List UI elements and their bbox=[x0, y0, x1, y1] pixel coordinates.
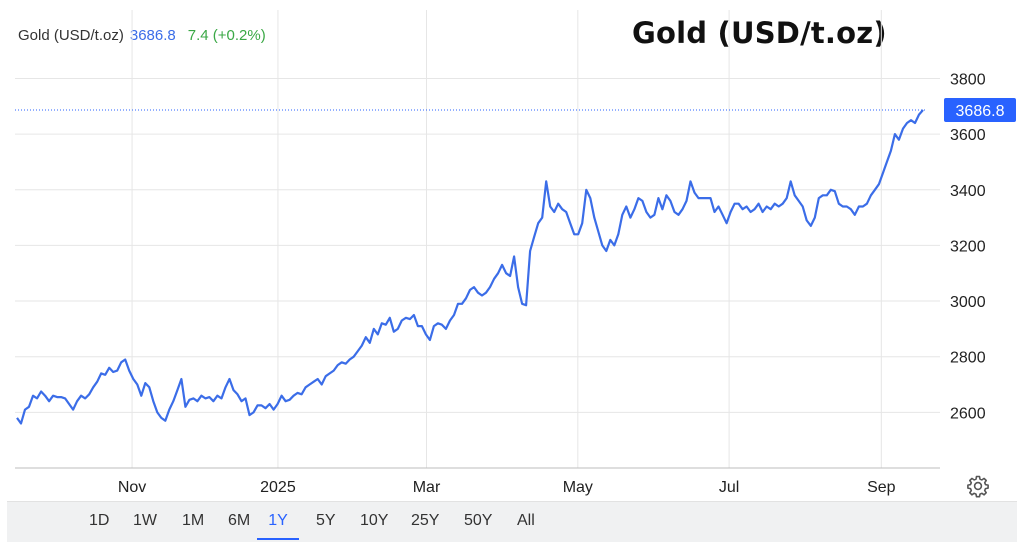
legend: Gold (USD/t.oz) 3686.8 7.4 (+0.2%) bbox=[18, 27, 266, 44]
range-button-1m[interactable]: 1M bbox=[182, 512, 205, 529]
y-axis-ticks: 2600 2800 3000 3200 3400 3600 3800 bbox=[950, 71, 986, 422]
y-tick-label: 3800 bbox=[950, 71, 986, 88]
range-button-10y[interactable]: 10Y bbox=[360, 512, 389, 529]
chart-title: Gold (USD/t.oz) bbox=[632, 16, 887, 50]
x-tick-label: May bbox=[563, 479, 593, 496]
gear-icon[interactable] bbox=[966, 474, 990, 498]
x-tick-label: Mar bbox=[413, 479, 441, 496]
y-tick-label: 3000 bbox=[950, 294, 986, 311]
range-button-50y[interactable]: 50Y bbox=[464, 512, 493, 529]
x-tick-label: Nov bbox=[118, 479, 146, 496]
range-button-6m[interactable]: 6M bbox=[228, 512, 251, 529]
range-button-1w[interactable]: 1W bbox=[133, 512, 157, 529]
svg-text:3686.8: 3686.8 bbox=[956, 103, 1005, 120]
range-button-1y[interactable]: 1Y bbox=[257, 502, 299, 540]
settings-button[interactable] bbox=[966, 474, 990, 498]
price-badge: 3686.8 bbox=[944, 97, 1016, 122]
y-tick-label: 3400 bbox=[950, 183, 986, 200]
grid-lines bbox=[15, 10, 940, 468]
range-button-all[interactable]: All bbox=[517, 512, 535, 529]
legend-price: 3686.8 bbox=[129, 27, 176, 44]
range-button-5y[interactable]: 5Y bbox=[316, 512, 336, 529]
y-tick-label: 3200 bbox=[950, 238, 986, 255]
gold-price-line bbox=[16, 109, 924, 425]
range-toolbar: 1D 1W 1M 6M 1Y 5Y 10Y 25Y 50Y All bbox=[7, 501, 1017, 542]
x-tick-label: 2025 bbox=[260, 479, 296, 496]
legend-change: 7.4 (+0.2%) bbox=[187, 27, 266, 44]
y-tick-label: 3600 bbox=[950, 127, 986, 144]
x-tick-label: Jul bbox=[719, 479, 739, 496]
y-tick-label: 2800 bbox=[950, 350, 986, 367]
x-axis-ticks: Nov 2025 Mar May Jul Sep bbox=[118, 479, 896, 496]
range-button-1d[interactable]: 1D bbox=[89, 512, 110, 529]
x-tick-label: Sep bbox=[867, 479, 896, 496]
range-button-25y[interactable]: 25Y bbox=[411, 512, 440, 529]
legend-symbol: Gold (USD/t.oz) bbox=[18, 27, 124, 44]
y-tick-label: 2600 bbox=[950, 405, 986, 422]
